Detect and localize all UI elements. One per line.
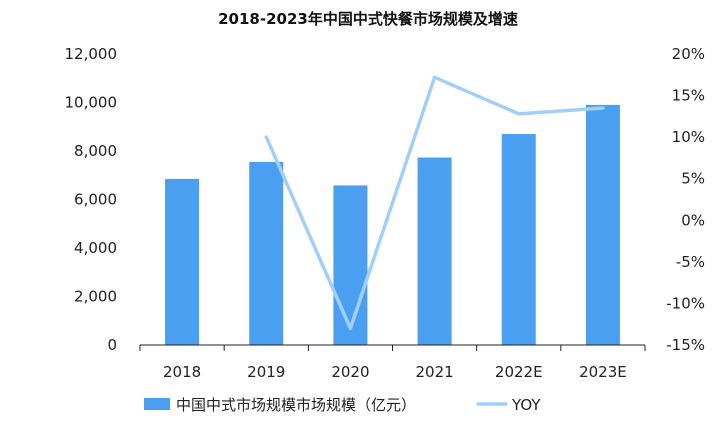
right-tick-label: 5% — [681, 170, 705, 188]
yoy-series — [264, 75, 605, 331]
bar-2019 — [249, 161, 284, 345]
left-tick-label: 10,000 — [65, 94, 118, 112]
left-tick-label: 0 — [107, 336, 117, 354]
legend-bar-swatch — [144, 398, 170, 410]
category-label: 2019 — [247, 363, 285, 381]
left-tick-label: 12,000 — [65, 45, 118, 63]
bar-2023E — [585, 104, 620, 345]
category-label: 2023E — [579, 363, 627, 381]
right-tick-label: 10% — [672, 128, 705, 146]
bar-2021 — [417, 157, 452, 345]
x-axis-labels: 2018 2019 2020 2021 2022E 2023E — [163, 363, 627, 381]
x-axis — [139, 344, 646, 351]
right-axis: -15% -10% -5% 0% 5% 10% 15% 20% — [666, 45, 705, 354]
category-label: 2021 — [415, 363, 453, 381]
right-tick-label: -5% — [676, 253, 705, 271]
left-axis: 0 2,000 4,000 6,000 8,000 10,000 12,000 — [65, 45, 118, 354]
left-tick-label: 4,000 — [74, 239, 117, 257]
bar-2022E — [501, 134, 536, 345]
chart-title: 2018-2023年中国中式快餐市场规模及增速 — [218, 10, 518, 28]
legend-line-label: YOY — [511, 396, 541, 414]
right-tick-label: 0% — [681, 211, 705, 229]
legend: 中国中式市场规模市场规模（亿元） YOY — [144, 396, 541, 414]
left-tick-label: 8,000 — [74, 142, 117, 160]
category-label: 2020 — [331, 363, 369, 381]
right-tick-label: 20% — [672, 45, 705, 63]
left-tick-label: 2,000 — [74, 288, 117, 306]
bar-series — [165, 104, 620, 345]
right-tick-label: 15% — [672, 87, 705, 105]
bar-2018 — [165, 178, 200, 345]
category-label: 2018 — [163, 363, 201, 381]
right-tick-label: -10% — [666, 294, 705, 312]
legend-bar-label: 中国中式市场规模市场规模（亿元） — [176, 396, 416, 414]
category-label: 2022E — [495, 363, 543, 381]
bar-2020 — [333, 185, 368, 345]
left-tick-label: 6,000 — [74, 191, 117, 209]
right-tick-label: -15% — [666, 336, 705, 354]
